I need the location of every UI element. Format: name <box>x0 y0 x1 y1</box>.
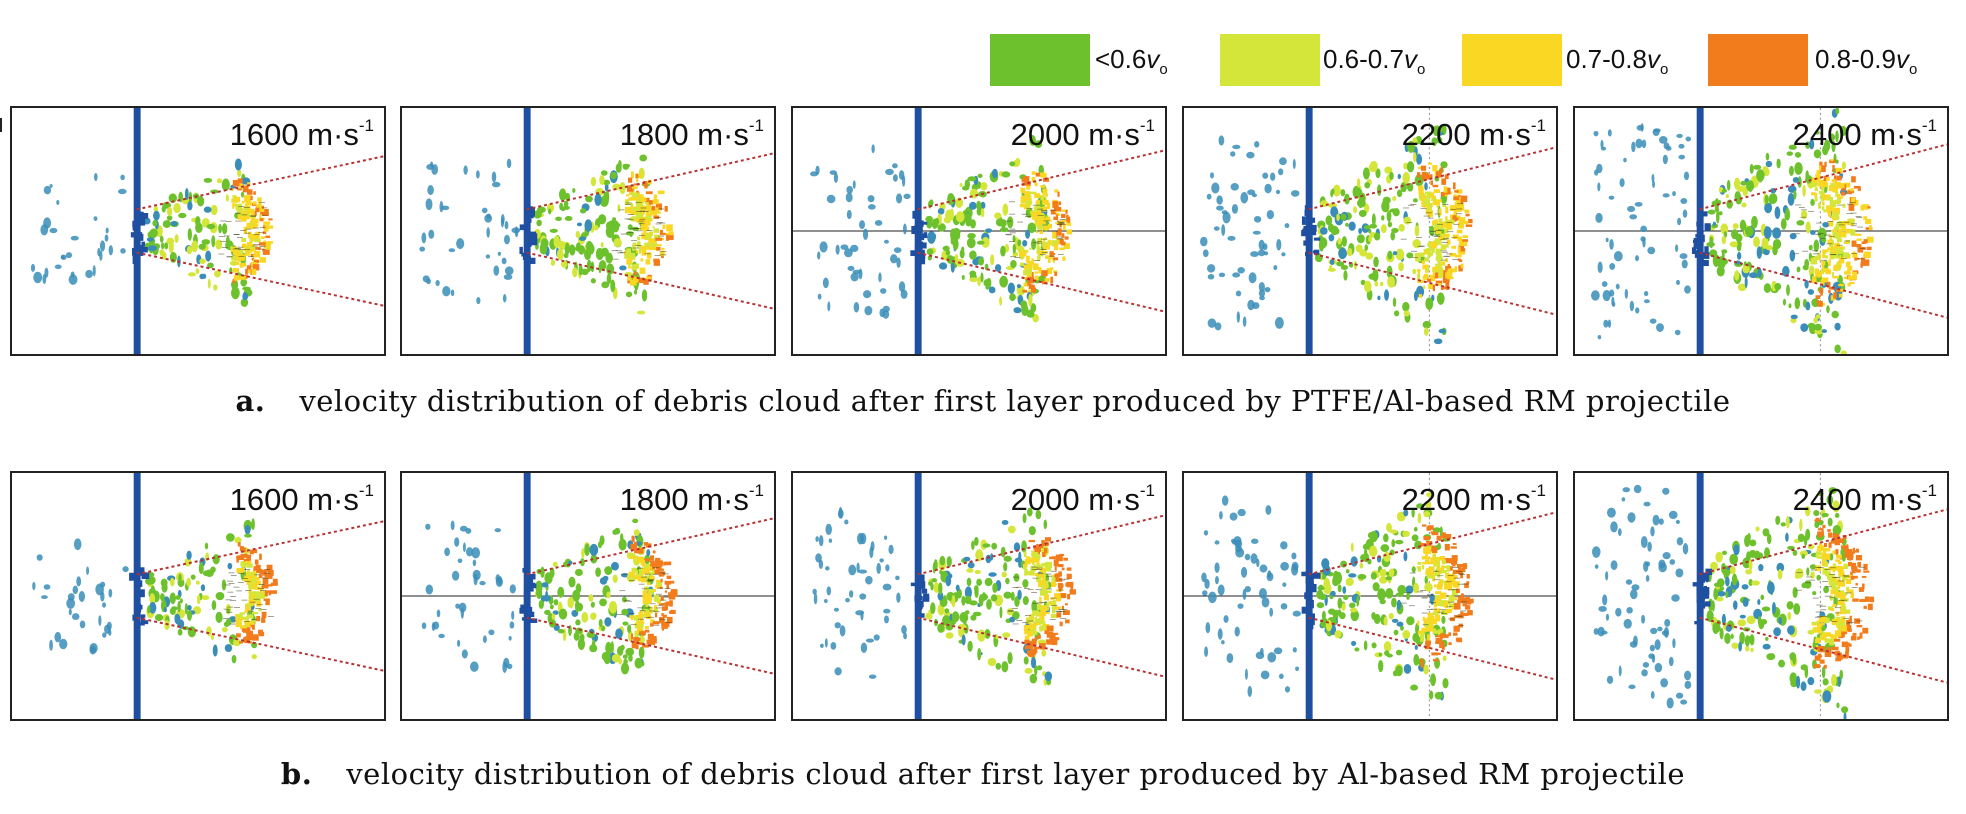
legend-label-08-09: 0.8-0.9vo <box>1815 44 1918 78</box>
debris-cloud-figure <box>402 473 774 719</box>
impact-speed-label: 2000 m·s-1 <box>1010 481 1155 517</box>
legend-swatch-lt06 <box>990 34 1090 86</box>
impact-speed-label: 1800 m·s-1 <box>619 481 764 517</box>
left-edge-mark <box>0 118 5 132</box>
legend-swatch-07-08 <box>1462 34 1562 86</box>
legend-label-07-08: 0.7-0.8vo <box>1566 44 1669 78</box>
debris-cloud-figure <box>812 473 1165 719</box>
debris-cloud-figure <box>1575 108 1947 354</box>
impact-speed-label: 1800 m·s-1 <box>619 116 764 152</box>
impact-speed-label: 1600 m·s-1 <box>229 116 374 152</box>
debris-cloud-figure <box>793 108 1165 354</box>
debris-cloud-figure <box>419 108 774 354</box>
legend-label-lt06: <0.6vo <box>1095 44 1168 78</box>
legend-swatch-06-07 <box>1220 34 1320 86</box>
panel-b-1600: 1600 m·s-1 <box>10 471 386 721</box>
impact-speed-label: 2400 m·s-1 <box>1792 116 1937 152</box>
legend-label-06-07: 0.6-0.7vo <box>1323 44 1426 78</box>
caption-b: b. velocity distribution of debris cloud … <box>280 757 1686 791</box>
panel-a-2200: 2200 m·s-1 <box>1182 106 1558 356</box>
panel-a-2000: 2000 m·s-1 <box>791 106 1167 356</box>
panel-a-1800: 1800 m·s-1 <box>400 106 776 356</box>
panel-a-1600: 1600 m·s-1 <box>10 106 386 356</box>
impact-speed-label: 1600 m·s-1 <box>229 481 374 517</box>
debris-cloud-figure <box>32 473 384 719</box>
impact-speed-label: 2200 m·s-1 <box>1401 481 1546 517</box>
debris-cloud-figure <box>1592 473 1947 719</box>
caption-a: a. velocity distribution of debris cloud … <box>235 384 1731 418</box>
impact-speed-label: 2400 m·s-1 <box>1792 481 1937 517</box>
panel-b-2400: 2400 m·s-1 <box>1573 471 1949 721</box>
panel-a-2400: 2400 m·s-1 <box>1573 106 1949 356</box>
impact-speed-label: 2200 m·s-1 <box>1401 116 1546 152</box>
impact-speed-label: 2000 m·s-1 <box>1010 116 1155 152</box>
panel-b-2200: 2200 m·s-1 <box>1182 471 1558 721</box>
debris-cloud-figure <box>1184 473 1556 719</box>
debris-cloud-figure <box>30 108 384 354</box>
panel-b-2000: 2000 m·s-1 <box>791 471 1167 721</box>
debris-cloud-figure <box>1200 108 1556 354</box>
legend-swatch-08-09 <box>1708 34 1808 86</box>
panel-b-1800: 1800 m·s-1 <box>400 471 776 721</box>
